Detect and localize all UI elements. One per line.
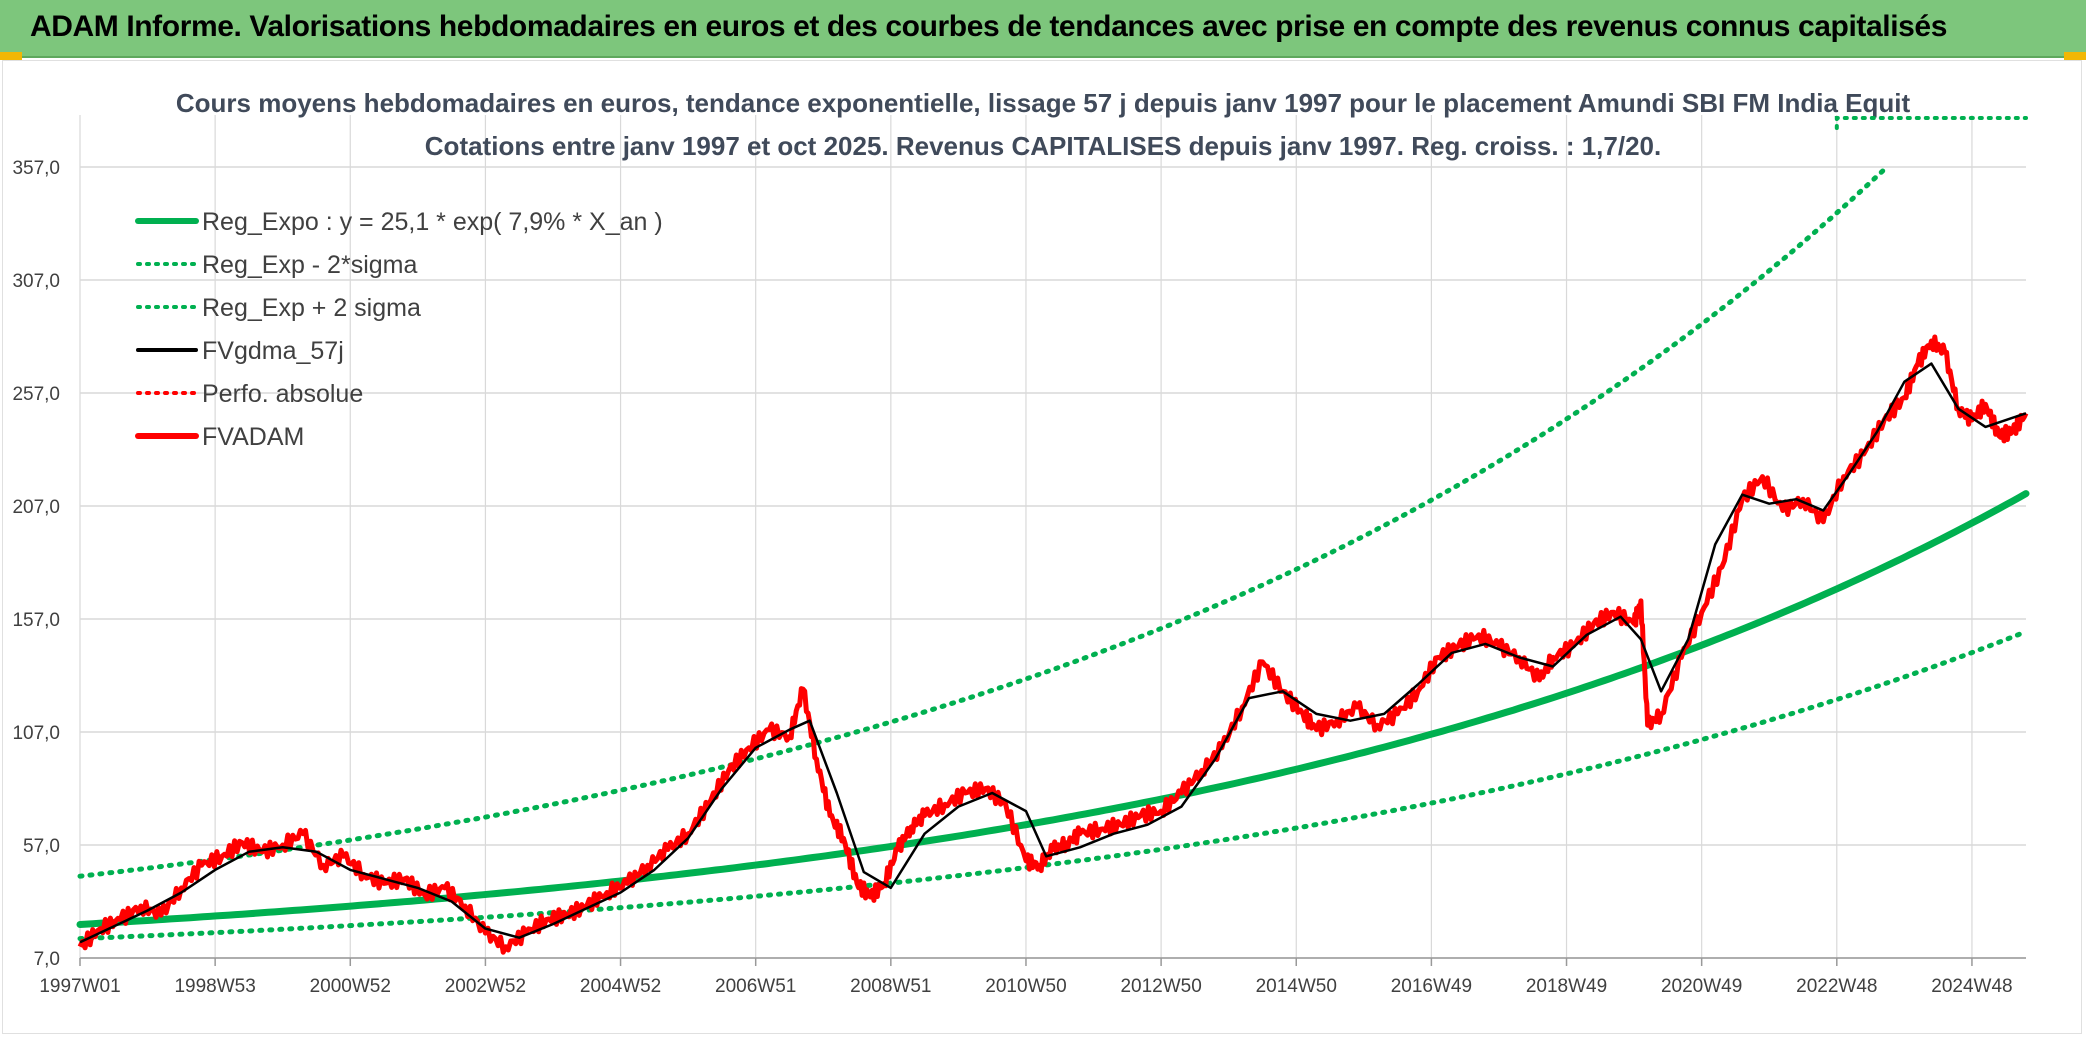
legend-label-sigma_plus: Reg_Exp + 2 sigma xyxy=(202,294,421,322)
y-tick-label: 357,0 xyxy=(12,158,60,179)
x-axis: 1997W01 1998W53 2000W52 2002W52 2004W52 2006W… xyxy=(39,957,2026,997)
legend-label-perfo: Perfo. absolue xyxy=(202,380,363,408)
series-reg-expo xyxy=(76,490,2030,928)
series-fvadam xyxy=(77,334,2029,955)
legend-label-gdma: FVgdma_57j xyxy=(202,337,344,365)
x-tick-label: 2008W51 xyxy=(850,976,931,997)
x-tick-label: 1997W01 xyxy=(39,976,120,997)
x-tick-label: 2022W48 xyxy=(1796,976,1877,997)
legend-item-sigma_plus: Reg_Exp + 2 sigma xyxy=(136,294,421,322)
y-tick-label: 307,0 xyxy=(12,271,60,292)
y-tick-label: 207,0 xyxy=(12,497,60,518)
x-tick-label: 2000W52 xyxy=(310,976,391,997)
chart-title-line2: Cotations entre janv 1997 et oct 2025. R… xyxy=(425,131,1661,161)
x-tick-label: 2020W49 xyxy=(1661,976,1742,997)
x-tick-label: 2012W50 xyxy=(1120,976,1201,997)
legend-item-reg_expo: Reg_Expo : y = 25,1 * exp( 7,9% * X_an ) xyxy=(135,208,663,236)
legend-item-gdma: FVgdma_57j xyxy=(136,337,344,365)
chart-grid xyxy=(79,115,2026,959)
chart-legend: Reg_Expo : y = 25,1 * exp( 7,9% * X_an )… xyxy=(135,208,663,451)
legend-label-reg_expo: Reg_Expo : y = 25,1 * exp( 7,9% * X_an ) xyxy=(202,208,663,236)
corner-marker-left xyxy=(0,52,22,60)
x-tick-label: 1998W53 xyxy=(174,976,255,997)
y-tick-label: 7,0 xyxy=(34,949,60,970)
x-tick-label: 2016W49 xyxy=(1391,976,1472,997)
series-reg-exp-plus-2sigma-cap xyxy=(1834,116,2028,130)
chart-frame xyxy=(2,60,2082,1034)
x-tick-label: 2006W51 xyxy=(715,976,796,997)
y-axis: 7,0 57,0 107,0 157,0 207,0 257,0 307,0 357,0 xyxy=(12,158,60,970)
report-banner: ADAM Informe. Valorisations hebdomadaire… xyxy=(0,0,2086,58)
x-tick-label: 2014W50 xyxy=(1256,976,1337,997)
x-tick-label: 2004W52 xyxy=(580,976,661,997)
corner-marker-right xyxy=(2064,52,2086,60)
legend-item-fvadam: FVADAM xyxy=(135,423,304,451)
legend-label-sigma_minus: Reg_Exp - 2*sigma xyxy=(202,251,417,279)
x-tick-label: 2024W48 xyxy=(1931,976,2012,997)
y-tick-label: 257,0 xyxy=(12,384,60,405)
y-tick-label: 157,0 xyxy=(12,610,60,631)
x-tick-label: 2010W50 xyxy=(985,976,1066,997)
legend-label-fvadam: FVADAM xyxy=(202,423,304,451)
series-fvgdma-57j xyxy=(79,362,2027,944)
y-tick-label: 107,0 xyxy=(12,723,60,744)
legend-item-sigma_minus: Reg_Exp - 2*sigma xyxy=(136,251,417,279)
series-layer xyxy=(76,116,2030,955)
y-tick-label: 57,0 xyxy=(23,836,60,857)
x-tick-label: 2002W52 xyxy=(445,976,526,997)
series-reg-exp-plus-2sigma xyxy=(77,167,1886,879)
legend-item-perfo: Perfo. absolue xyxy=(136,380,363,408)
chart-title-line1: Cours moyens hebdomadaires en euros, ten… xyxy=(176,88,1911,118)
x-tick-label: 2018W49 xyxy=(1526,976,1607,997)
report-title: ADAM Informe. Valorisations hebdomadaire… xyxy=(30,10,1947,43)
series-reg-exp-minus-2sigma xyxy=(77,629,2029,942)
